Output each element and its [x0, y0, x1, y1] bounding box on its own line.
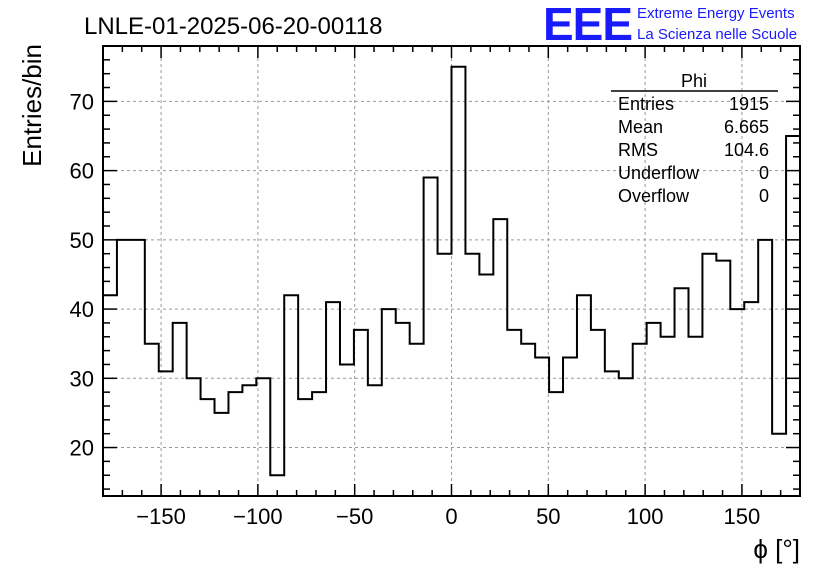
- histogram-bin-6: [187, 378, 201, 496]
- histogram-bin-36: [605, 371, 619, 496]
- stats-box: Phi Entries 1915 Mean 6.665 RMS 104.6 Underflo…: [611, 71, 778, 206]
- histogram-bin-34: [577, 295, 591, 496]
- histogram-bin-46: [744, 302, 758, 496]
- histogram-bin-32: [549, 392, 563, 496]
- stats-value-entries: 1915: [729, 94, 769, 114]
- stats-label-entries: Entries: [618, 94, 674, 114]
- logo-line-1: Extreme Energy Events: [637, 5, 795, 22]
- stats-value-overflow: 0: [759, 186, 769, 206]
- x-tick-label-0: −150: [136, 504, 186, 529]
- x-tick-label-4: 50: [536, 504, 560, 529]
- histogram-bin-48: [772, 434, 786, 496]
- x-tick-labels: −150 −100 −50 0 50 100 150: [136, 504, 760, 529]
- histogram-outline: [103, 65, 800, 477]
- stats-value-underflow: 0: [759, 163, 769, 183]
- histogram-bin-24: [438, 254, 452, 496]
- histogram-bin-17: [340, 364, 354, 496]
- histogram-bin-4: [159, 371, 173, 496]
- histogram-bin-33: [563, 358, 577, 496]
- histogram-bin-2: [131, 240, 145, 496]
- histogram-bin-42: [688, 337, 702, 496]
- histogram-bin-16: [326, 302, 340, 496]
- histogram-bin-43: [702, 254, 716, 496]
- histogram-bin-38: [633, 344, 647, 496]
- histogram-bin-5: [173, 323, 187, 496]
- histogram-bin-13: [284, 295, 298, 496]
- x-tick-label-5: 100: [627, 504, 664, 529]
- histogram-bin-30: [521, 344, 535, 496]
- histogram-bin-28: [493, 219, 507, 496]
- histogram-bin-29: [507, 330, 521, 496]
- histogram-bin-20: [382, 309, 396, 496]
- histogram-bin-39: [647, 323, 661, 496]
- histogram-bin-23: [424, 178, 438, 496]
- stats-label-mean: Mean: [618, 117, 663, 137]
- axes: [102, 45, 801, 497]
- histogram-bin-45: [730, 309, 744, 496]
- y-tick-label-2: 40: [70, 297, 94, 322]
- x-tick-label-3: 0: [445, 504, 457, 529]
- stats-label-overflow: Overflow: [618, 186, 690, 206]
- x-tick-label-2: −50: [336, 504, 373, 529]
- histogram-bin-18: [354, 330, 368, 496]
- histogram-bin-10: [242, 385, 256, 496]
- logo-mark: EEE: [543, 0, 632, 50]
- histogram-bin-31: [535, 358, 549, 496]
- eee-logo: EEE Extreme Energy Events La Scienza nel…: [543, 0, 797, 50]
- y-axis-label: Entries/bin: [17, 44, 47, 167]
- y-tick-label-0: 20: [70, 436, 94, 461]
- stats-label-rms: RMS: [618, 140, 658, 160]
- histogram-bin-3: [145, 344, 159, 496]
- histogram-bin-27: [479, 274, 493, 496]
- y-tick-label-1: 30: [70, 366, 94, 391]
- histogram-bin-25: [452, 67, 466, 496]
- stats-value-mean: 6.665: [724, 117, 769, 137]
- histogram-bin-9: [228, 392, 242, 496]
- histogram-bin-11: [256, 378, 270, 496]
- histogram-bin-41: [675, 288, 689, 496]
- x-tick-label-1: −100: [233, 504, 283, 529]
- stats-value-rms: 104.6: [724, 140, 769, 160]
- histogram-bin-21: [396, 323, 410, 496]
- histogram-bin-8: [215, 413, 229, 496]
- stats-label-underflow: Underflow: [618, 163, 700, 183]
- histogram-bin-37: [619, 378, 633, 496]
- histogram-bin-47: [758, 240, 772, 496]
- y-tick-label-4: 60: [70, 159, 94, 184]
- stats-title: Phi: [681, 71, 707, 91]
- histogram-bin-15: [312, 392, 326, 496]
- histogram-bin-1: [117, 240, 131, 496]
- histogram-bin-22: [410, 344, 424, 496]
- y-tick-labels: 20 30 40 50 60 70: [70, 89, 94, 460]
- y-tick-label-5: 70: [70, 89, 94, 114]
- histogram-bin-0: [103, 295, 117, 496]
- histogram-series: [103, 65, 800, 496]
- logo-line-2: La Scienza nelle Scuole: [637, 26, 797, 43]
- histogram-bin-14: [298, 399, 312, 496]
- chart-title: LNLE-01-2025-06-20-00118: [84, 13, 382, 40]
- histogram-bin-44: [716, 261, 730, 496]
- stats-rows: Entries 1915 Mean 6.665 RMS 104.6 Underflow 0 Ov…: [618, 94, 769, 206]
- y-tick-label-3: 50: [70, 228, 94, 253]
- histogram-bin-7: [201, 399, 215, 496]
- histogram-bin-40: [661, 337, 675, 496]
- x-axis-label: ϕ [°]: [753, 534, 800, 564]
- x-tick-label-6: 150: [724, 504, 761, 529]
- histogram-bin-49: [786, 136, 800, 496]
- histogram-bin-26: [465, 254, 479, 496]
- histogram-bin-19: [368, 385, 382, 496]
- histogram-bin-35: [591, 330, 605, 496]
